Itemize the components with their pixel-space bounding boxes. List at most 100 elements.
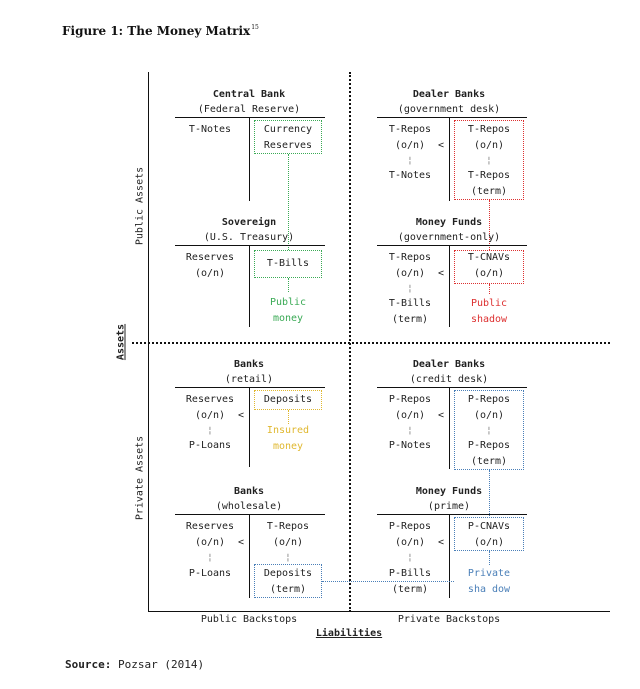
- dealer-credit-liability-1b: (o/n): [473, 410, 505, 421]
- dealer-gov-liability-2b: (term): [470, 186, 508, 197]
- figure-title: Figure 1: The Money Matrix15: [62, 24, 259, 38]
- dealer-credit-asset-2: P-Notes: [388, 440, 432, 451]
- banks-wholesale-liability-2b: (term): [269, 584, 307, 595]
- insured-money-label-1: Insured: [266, 425, 310, 436]
- public-backstops-label: Public Backstops: [200, 614, 298, 625]
- banks-retail-lt: <: [237, 410, 245, 421]
- private-shadow-connector: [489, 551, 490, 565]
- public-shadow-label-2: shadow: [470, 314, 508, 325]
- dealer-gov-asset-2: T-Notes: [388, 170, 432, 181]
- dealer-credit-liability-1: P-Repos: [467, 394, 511, 405]
- term-deposits-box: [254, 564, 322, 598]
- dealer-credit-subtitle: (credit desk): [409, 374, 489, 385]
- footnote-marker: 15: [251, 24, 259, 31]
- mmf-gov-asset-2: T-Bills: [388, 298, 432, 309]
- assets-label: Assets: [115, 323, 127, 361]
- banks-wholesale-asset-2: P-Loans: [188, 568, 232, 579]
- dealer-credit-t-bar-h: [377, 387, 527, 388]
- dealer-gov-title: Dealer Banks: [412, 89, 486, 100]
- insured-connector: [288, 410, 289, 424]
- deposits-box: [254, 390, 322, 410]
- dealer-gov-t-bar-h: [377, 117, 527, 118]
- mmf-prime-asset-2b: (term): [391, 584, 429, 595]
- dealer-credit-lt: <: [437, 410, 445, 421]
- central-bank-asset: T-Notes: [188, 124, 232, 135]
- mmf-gov-tick: ¦: [407, 284, 413, 294]
- mmf-gov-title: Money Funds: [415, 217, 483, 228]
- sovereign-t-bar-v: [249, 245, 250, 327]
- dealer-credit-title: Dealer Banks: [412, 359, 486, 370]
- mmf-prime-subtitle: (prime): [427, 501, 471, 512]
- mmf-prime-t-bar-h: [377, 514, 527, 515]
- red-connector: [489, 200, 490, 250]
- dealer-credit-asset-1b: (o/n): [394, 410, 426, 421]
- public-shadow-connector: [489, 284, 490, 294]
- mmf-gov-liability-1: T-CNAVs: [467, 252, 511, 263]
- banks-wholesale-liability-1: T-Repos: [266, 521, 310, 532]
- banks-retail-title: Banks: [233, 359, 265, 370]
- mmf-gov-liability-1b: (o/n): [473, 268, 505, 279]
- mmf-prime-liability-1: P-CNAVs: [467, 521, 511, 532]
- source-label: Source:: [65, 658, 112, 671]
- dealer-credit-liability-2: P-Repos: [467, 440, 511, 451]
- public-money-label-2: money: [272, 313, 304, 324]
- deposits-to-shadow-connector: [322, 581, 454, 582]
- banks-wholesale-t-bar-v: [249, 514, 250, 598]
- banks-wholesale-asset-1: Reserves: [185, 521, 235, 532]
- central-bank-t-bar-v: [249, 117, 250, 201]
- p-repos-box: [454, 390, 524, 470]
- public-shadow-label-1: Public: [470, 298, 508, 309]
- t-bills-box: [254, 250, 322, 278]
- dealer-gov-asset-1: T-Repos: [388, 124, 432, 135]
- dealer-gov-tick: ¦: [407, 156, 413, 166]
- currency-reserves-box: [254, 120, 322, 154]
- public-assets-label: Public Assets: [134, 166, 146, 246]
- mmf-prime-asset-2: P-Bills: [388, 568, 432, 579]
- liabilities-label: Liabilities: [315, 628, 383, 639]
- source-text: Pozsar (2014): [117, 658, 205, 671]
- dealer-gov-tick-r: ¦: [486, 156, 492, 166]
- banks-wholesale-asset-1b: (o/n): [194, 537, 226, 548]
- mmf-prime-tick: ¦: [407, 553, 413, 563]
- dealer-credit-asset-1: P-Repos: [388, 394, 432, 405]
- mmf-prime-asset-1: P-Repos: [388, 521, 432, 532]
- banks-retail-liability: Deposits: [263, 394, 313, 405]
- mmf-gov-asset-1b: (o/n): [394, 268, 426, 279]
- private-shadow-label-2: sha dow: [467, 584, 511, 595]
- banks-retail-t-bar-h: [175, 387, 325, 388]
- sovereign-t-bar-h: [175, 245, 325, 246]
- central-bank-liability-2: Reserves: [263, 140, 313, 151]
- dealer-credit-tick: ¦: [407, 426, 413, 436]
- banks-retail-asset-1: Reserves: [185, 394, 235, 405]
- banks-retail-subtitle: (retail): [224, 374, 274, 385]
- sovereign-asset-1b: (o/n): [194, 268, 226, 279]
- dealer-gov-liability-2: T-Repos: [467, 170, 511, 181]
- sovereign-title: Sovereign: [221, 217, 277, 228]
- dealer-gov-lt: <: [437, 140, 445, 151]
- mmf-gov-asset-1: T-Repos: [388, 252, 432, 263]
- mmf-prime-asset-1b: (o/n): [394, 537, 426, 548]
- source-line: Source: Pozsar (2014): [65, 658, 204, 671]
- mmf-gov-asset-2b: (term): [391, 314, 429, 325]
- mmf-prime-title: Money Funds: [415, 486, 483, 497]
- dealer-credit-liability-2b: (term): [470, 456, 508, 467]
- t-cnavs-box: [454, 250, 524, 284]
- sovereign-asset-1: Reserves: [185, 252, 235, 263]
- private-assets-label: Private Assets: [134, 435, 146, 521]
- banks-wholesale-title: Banks: [233, 486, 265, 497]
- private-shadow-label-1: Private: [467, 568, 511, 579]
- dealer-gov-liability-box: [454, 120, 524, 200]
- green-connector: [288, 154, 289, 250]
- mmf-gov-lt: <: [437, 268, 445, 279]
- horizontal-divider: [132, 342, 610, 344]
- dealer-gov-t-bar-v: [449, 117, 450, 201]
- mmf-gov-t-bar-v: [449, 245, 450, 327]
- banks-wholesale-liability-1b: (o/n): [272, 537, 304, 548]
- banks-wholesale-lt: <: [237, 537, 245, 548]
- dealer-gov-liability-1: T-Repos: [467, 124, 511, 135]
- dealer-gov-asset-1b: (o/n): [394, 140, 426, 151]
- central-bank-t-bar-h: [175, 117, 325, 118]
- central-bank-title: Central Bank: [212, 89, 286, 100]
- central-bank-subtitle: (Federal Reserve): [197, 104, 301, 115]
- banks-wholesale-tick: ¦: [207, 553, 213, 563]
